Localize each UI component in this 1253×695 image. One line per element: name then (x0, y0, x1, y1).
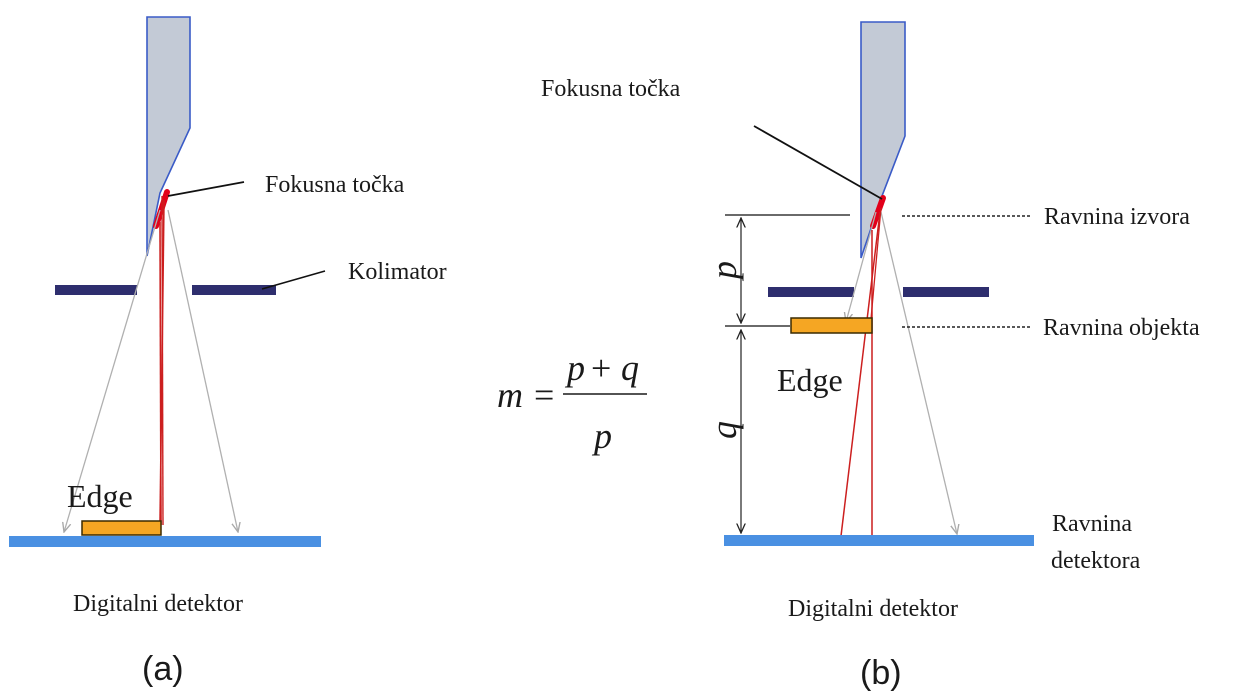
formula-lhs: m (497, 375, 523, 415)
focal-spot-label-b: Fokusna točka (541, 76, 681, 102)
magnification-formula: m = p + q p (497, 348, 647, 456)
collimator-left-b (768, 287, 854, 297)
focal-spot-label-a: Fokusna točka (265, 172, 405, 198)
panel-b: p q Fokusna točka Ravnina izvora Ravnina… (541, 21, 1200, 692)
collimator-right-a (192, 285, 276, 295)
caption-b: (b) (860, 654, 902, 692)
ray-left-a (64, 209, 161, 532)
ray-right-a (167, 209, 238, 532)
collimator-label-a: Kolimator (348, 259, 447, 285)
edge-label-b: Edge (777, 362, 843, 398)
edge-object-b (790, 317, 873, 334)
red-ray-3-a (161, 195, 164, 526)
formula-denominator: p (591, 416, 612, 456)
q-label: q (704, 421, 744, 439)
edge-label-a: Edge (67, 478, 133, 514)
ray-right-b (880, 211, 957, 534)
detector-b (724, 535, 1034, 546)
detector-label-a: Digitalni detektor (73, 591, 243, 617)
caption-a: (a) (142, 650, 184, 688)
formula-numerator-q: q (621, 348, 639, 388)
formula-plus: + (591, 348, 611, 388)
xray-tube-a (146, 16, 191, 257)
edge-object-a (81, 520, 162, 536)
focal-spot-b (870, 195, 886, 229)
red-ray-3-b (869, 207, 882, 331)
focal-spot-leader-a (167, 181, 245, 197)
detector-a (9, 536, 321, 547)
ray-left-b (846, 211, 877, 322)
collimator-leader-a (261, 270, 326, 290)
detector-label-b: Digitalni detektor (788, 596, 958, 622)
formula-numerator-p: p (564, 348, 585, 388)
collimator-left-a (55, 285, 137, 295)
object-plane-label: Ravnina objekta (1043, 315, 1200, 341)
collimator-right-b (903, 287, 989, 297)
p-label: p (704, 261, 744, 282)
source-plane-label: Ravnina izvora (1044, 204, 1190, 230)
red-ray-1-b (840, 211, 881, 537)
focal-spot-leader-b (753, 125, 883, 200)
xray-tube-b (860, 21, 906, 259)
detector-plane-label-line2: detektora (1051, 548, 1141, 574)
panel-a: Fokusna točka Kolimator Edge Digitalni d… (9, 16, 447, 688)
formula-equals: = (534, 375, 554, 415)
detector-plane-label-line1: Ravnina (1052, 511, 1132, 537)
